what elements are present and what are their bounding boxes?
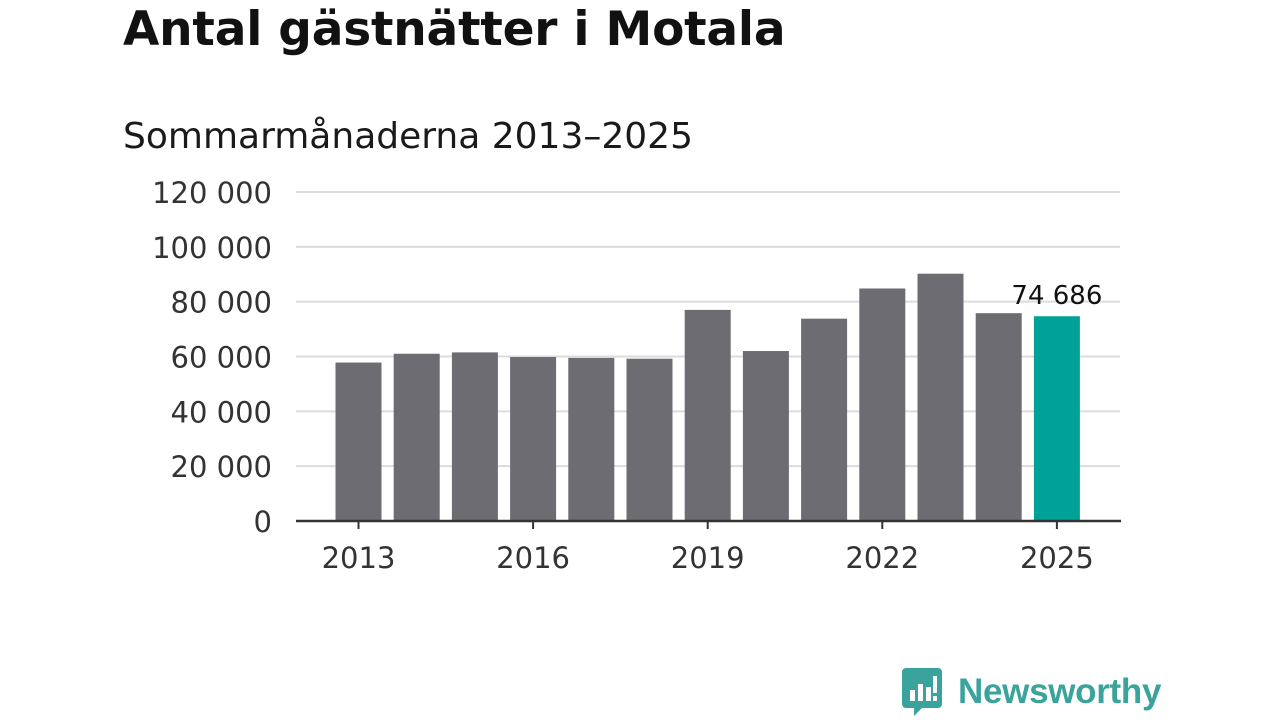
bar-2016 [510, 357, 557, 521]
x-tick-label: 2019 [671, 541, 745, 575]
bar-2024 [975, 313, 1022, 521]
data-labels: 74 686 [1011, 281, 1102, 311]
bar-2022 [859, 288, 906, 521]
x-axis-ticks: 2013 2016 2019 2022 2025 [322, 521, 1094, 575]
bar-2021 [801, 318, 848, 521]
data-label-2025: 74 686 [1011, 281, 1102, 311]
x-tick-label: 2013 [322, 541, 396, 575]
brand-name: Newsworthy [958, 672, 1162, 711]
x-tick-label: 2025 [1020, 541, 1094, 575]
chart-subtitle: Sommarmånaderna 2013–2025 [123, 116, 693, 157]
bar-2019 [684, 309, 731, 521]
newsworthy-logo-icon [902, 668, 942, 716]
brand-logo: Newsworthy [902, 668, 1161, 716]
y-tick-label: 40 000 [171, 395, 272, 429]
chart-title: Antal gästnätter i Motala [123, 2, 786, 57]
x-tick-label: 2022 [845, 541, 919, 575]
bar-2015 [451, 352, 498, 521]
y-tick-label: 120 000 [152, 176, 272, 210]
x-tick-label: 2016 [496, 541, 570, 575]
bar-2025 [1033, 316, 1080, 521]
bar-2020 [742, 351, 789, 521]
y-axis-ticks: 0 20 000 40 000 60 000 80 000 100 000 120 000 [152, 176, 272, 539]
y-tick-label: 20 000 [171, 450, 272, 484]
bar-2013 [335, 362, 382, 521]
y-tick-label: 0 [254, 505, 272, 539]
bar-2014 [393, 353, 440, 521]
bar-2018 [626, 358, 673, 521]
bars [335, 273, 1080, 521]
bar-2023 [917, 273, 964, 521]
bar-2017 [568, 357, 615, 521]
y-tick-label: 100 000 [152, 231, 272, 265]
y-tick-label: 80 000 [171, 286, 272, 320]
y-tick-label: 60 000 [171, 341, 272, 375]
